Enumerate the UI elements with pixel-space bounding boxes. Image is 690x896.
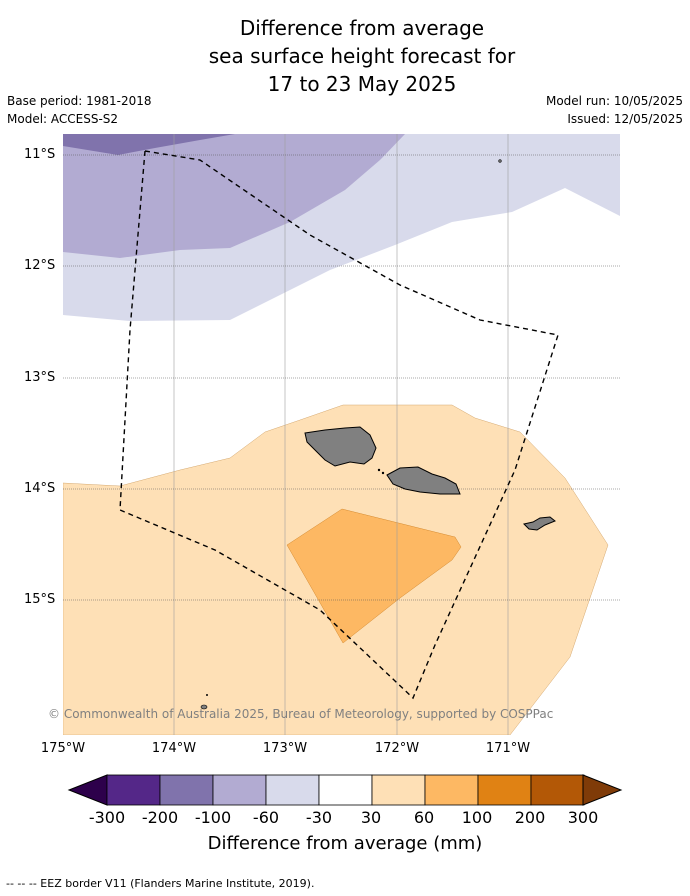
- small-island: [206, 694, 208, 696]
- colorbar-box: [371, 774, 426, 806]
- colorbar-tick: -30: [305, 808, 333, 827]
- colorbar-tick: 60: [413, 808, 435, 827]
- lat-label-13s: 13°S: [24, 370, 56, 385]
- copyright-credit: © Commonwealth of Australia 2025, Bureau…: [48, 707, 554, 721]
- tutuila-island: [523, 516, 556, 531]
- negative-anomaly-strong-region: [63, 134, 235, 155]
- lon-label-172w: 172°W: [374, 741, 420, 756]
- lat-label-12s: 12°S: [24, 258, 56, 273]
- small-island: [381, 471, 385, 475]
- colorbar-box: [265, 774, 320, 806]
- colorbar-box: [106, 774, 161, 806]
- colorbar-tick: 200: [514, 808, 546, 827]
- negative-anomaly-medium-region: [63, 134, 405, 258]
- issued-text: Issued: 12/05/2025: [567, 112, 683, 126]
- lon-label-175w: 175°W: [40, 741, 86, 756]
- colorbar-label: Difference from average (mm): [207, 833, 483, 854]
- lat-label-14s: 14°S: [24, 481, 56, 496]
- colorbar-box: [212, 774, 267, 806]
- colorbar-box: [477, 774, 532, 806]
- title-line-3: 17 to 23 May 2025: [267, 72, 457, 96]
- lon-label-174w: 174°W: [151, 741, 197, 756]
- colorbar-tick: -300: [88, 808, 126, 827]
- eez-border-footnote: -- -- -- EEZ border V11 (Flanders Marine…: [6, 877, 315, 890]
- colorbar-boxes: [106, 774, 585, 806]
- model-text: Model: ACCESS-S2: [7, 112, 119, 126]
- lat-label-15s: 15°S: [24, 592, 56, 607]
- colorbar-box: [159, 774, 214, 806]
- colorbar-tick: 100: [461, 808, 493, 827]
- small-island: [498, 159, 502, 163]
- title-line-1: Difference from average: [239, 16, 485, 40]
- title-line-2: sea surface height forecast for: [208, 44, 516, 68]
- colorbar-tick: -100: [194, 808, 232, 827]
- savaii-island: [304, 426, 377, 467]
- colorbar-min-extension: [67, 774, 108, 806]
- small-island: [200, 704, 208, 710]
- colorbar-tick: -60: [252, 808, 280, 827]
- positive-anomaly-medium-region: [286, 508, 462, 644]
- colorbar-box: [318, 774, 373, 806]
- small-island: [377, 468, 381, 472]
- lon-label-173w: 173°W: [262, 741, 308, 756]
- model-run-text: Model run: 10/05/2025: [545, 94, 683, 108]
- colorbar-max-extension: [582, 774, 623, 806]
- lat-label-11s: 11°S: [24, 147, 56, 162]
- lat-gridlines: [63, 154, 620, 601]
- lon-label-171w: 171°W: [485, 741, 531, 756]
- lon-gridlines: [173, 134, 509, 735]
- colorbar-box: [530, 774, 585, 806]
- eez-border-line: [119, 150, 559, 700]
- colorbar-tick: 30: [360, 808, 382, 827]
- colorbar-tick: -200: [141, 808, 179, 827]
- upolu-island: [386, 466, 461, 495]
- colorbar-tick: 300: [567, 808, 599, 827]
- base-period-text: Base period: 1981-2018: [7, 94, 152, 108]
- map-title: Difference from average sea surface heig…: [0, 14, 690, 98]
- colorbar-box: [424, 774, 479, 806]
